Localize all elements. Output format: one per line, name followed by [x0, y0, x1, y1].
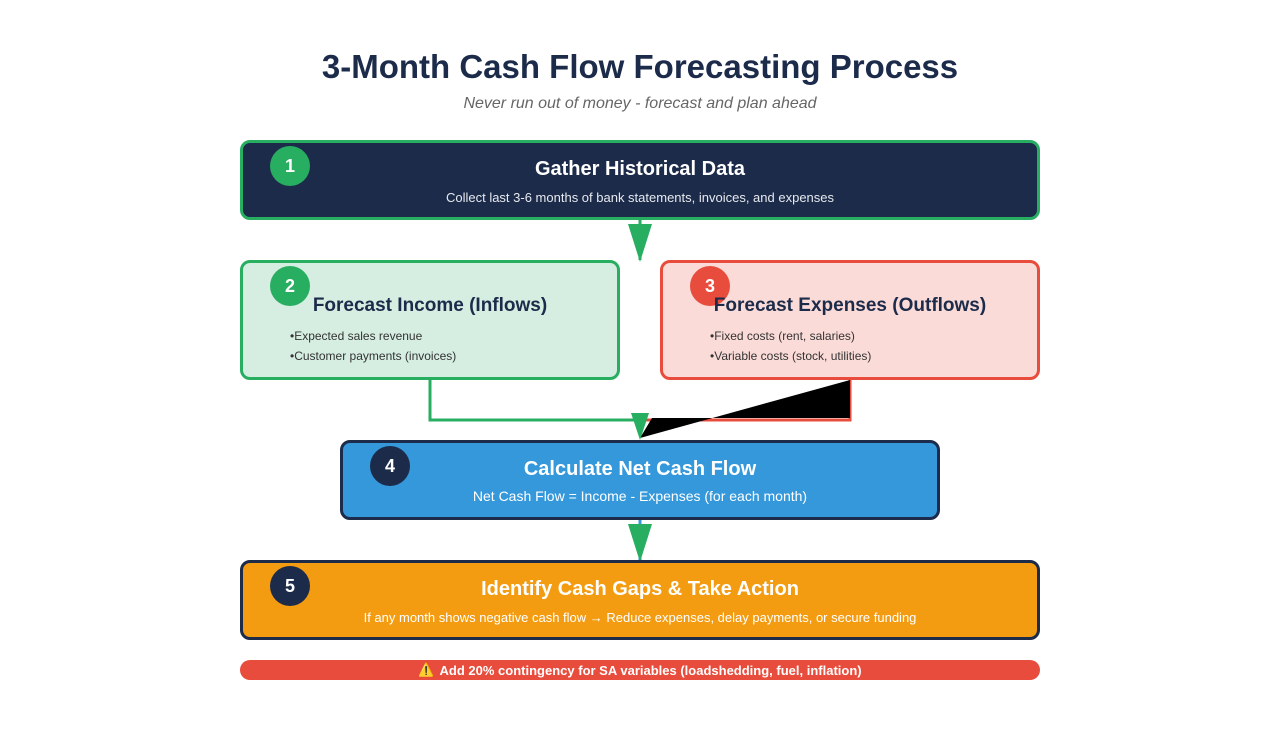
- expenses-merge-wedge: [640, 380, 850, 438]
- arrowhead-merge-down: [631, 413, 649, 440]
- diagram-subtitle: Never run out of money - forecast and pl…: [463, 95, 817, 112]
- warning-text: Add 20% contingency for SA variables (lo…: [439, 662, 862, 678]
- step-3-badge: 3: [690, 266, 730, 306]
- arrowhead-net-down: [628, 524, 652, 562]
- contingency-warning-banner: ⚠️ Add 20% contingency for SA variables …: [240, 660, 1040, 680]
- step-4-title: Calculate Net Cash Flow: [523, 458, 757, 480]
- step-2-box: 2 Forecast Income (Inflows) Expected sal…: [240, 260, 620, 380]
- diagram-title: 3-Month Cash Flow Forecasting Process: [321, 48, 959, 85]
- step-5-badge: 5: [270, 566, 310, 606]
- step-1-title: Gather Historical Data: [534, 158, 746, 180]
- step-5-title: Identify Cash Gaps & Take Action: [481, 578, 799, 600]
- arrowhead-step1-down: [628, 224, 652, 262]
- step-2-bullet-list: Expected sales revenue Customer payments…: [290, 326, 456, 366]
- step-2-bullet: Customer payments (invoices): [290, 346, 456, 366]
- step-3-bullet-list: Fixed costs (rent, salaries) Variable co…: [710, 326, 871, 366]
- step-4-description: Net Cash Flow = Income - Expenses (for e…: [472, 488, 808, 504]
- step-4-badge: 4: [370, 446, 410, 486]
- step-1-box: 1 Gather Historical Data Collect last 3-…: [240, 140, 1040, 220]
- step-4-box: 4 Calculate Net Cash Flow Net Cash Flow …: [340, 440, 940, 520]
- step-5-description: If any month shows negative cash flow → …: [363, 610, 917, 625]
- warning-icon: ⚠️: [418, 662, 435, 677]
- step-2-bullet: Expected sales revenue: [290, 326, 456, 346]
- step-3-bullet: Variable costs (stock, utilities): [710, 346, 871, 366]
- step-3-bullet: Fixed costs (rent, salaries): [710, 326, 871, 346]
- step-5-box: 5 Identify Cash Gaps & Take Action If an…: [240, 560, 1040, 640]
- step-3-box: 3 Forecast Expenses (Outflows) Fixed cos…: [660, 260, 1040, 380]
- step-1-badge: 1: [270, 146, 310, 186]
- step-2-title: Forecast Income (Inflows): [312, 295, 548, 316]
- step-1-description: Collect last 3-6 months of bank statemen…: [445, 190, 835, 205]
- step-2-badge: 2: [270, 266, 310, 306]
- connector-income-to-net: [428, 380, 640, 422]
- step-3-title: Forecast Expenses (Outflows): [713, 295, 987, 316]
